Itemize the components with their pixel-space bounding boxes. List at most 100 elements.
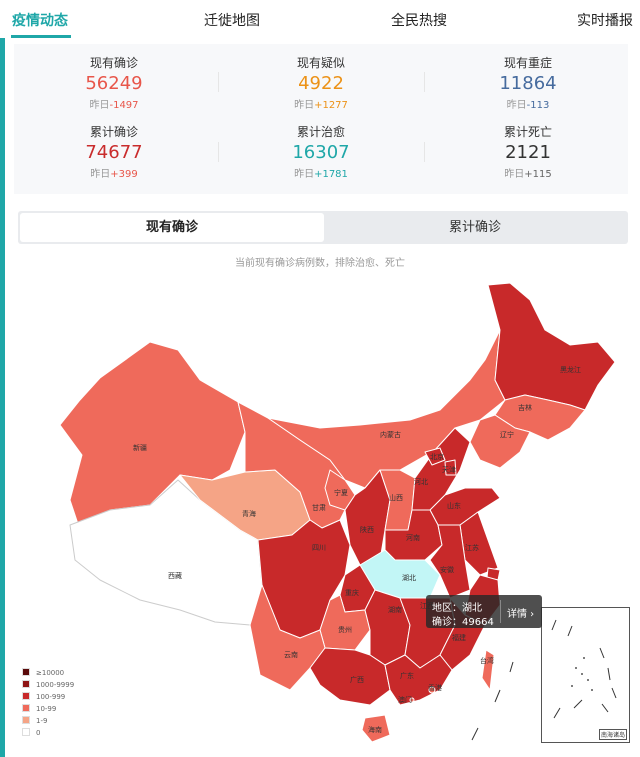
label-shandong: 山东 bbox=[447, 501, 461, 510]
tooltip-divider bbox=[500, 600, 501, 623]
stat-label: 现有重症 bbox=[503, 56, 552, 70]
label-guangxi: 广西 bbox=[350, 675, 364, 684]
stat-current-suspected: 现有疑似 4922 昨日+1277 bbox=[221, 54, 421, 111]
map-legend: ≥10000 1000-9999 100-999 10-99 1-9 0 bbox=[22, 668, 74, 740]
province-guangxi bbox=[309, 647, 391, 706]
label-fujian: 福建 bbox=[452, 633, 466, 642]
boundary-dash bbox=[494, 689, 501, 703]
label-anhui: 安徽 bbox=[440, 565, 454, 574]
stat-value: 2121 bbox=[505, 142, 551, 163]
legend-item[interactable]: 10-99 bbox=[22, 704, 74, 716]
top-nav: 疫情动态 迁徙地图 全民热搜 实时播报 bbox=[0, 0, 640, 38]
stat-delta: 昨日+1277 bbox=[294, 100, 348, 111]
stat-current-confirmed: 现有确诊 56249 昨日-1497 bbox=[14, 54, 214, 111]
stat-label: 累计确诊 bbox=[89, 125, 138, 139]
stats-panel: 现有确诊 56249 昨日-1497 现有疑似 4922 昨日+1277 现有重… bbox=[14, 44, 628, 194]
province-guangdong bbox=[384, 654, 453, 706]
map-tooltip: 地区：湖北 确诊：49664 详情 › bbox=[426, 595, 542, 628]
stat-delta: 昨日-113 bbox=[506, 100, 550, 111]
tooltip-count: 确诊：49664 bbox=[432, 617, 494, 628]
stat-total-cured: 累计治愈 16307 昨日+1781 bbox=[221, 123, 421, 180]
stat-label: 现有确诊 bbox=[89, 56, 138, 70]
tooltip-region: 地区：湖北 bbox=[432, 603, 482, 614]
inset-islands bbox=[551, 619, 617, 719]
tab-hot-search[interactable]: 全民热搜 bbox=[391, 13, 447, 29]
divider bbox=[218, 142, 219, 162]
legend-item[interactable]: 1000-9999 bbox=[22, 680, 74, 692]
south-china-sea-inset: 南海诸岛 bbox=[541, 607, 630, 743]
stat-value: 11864 bbox=[499, 73, 557, 94]
legend-swatch bbox=[22, 728, 30, 736]
boundary-dash bbox=[509, 661, 514, 673]
legend-item[interactable]: ≥10000 bbox=[22, 668, 74, 680]
stat-total-confirmed: 累计确诊 74677 昨日+399 bbox=[14, 123, 214, 180]
label-gansu: 甘肃 bbox=[312, 503, 326, 512]
label-jilin: 吉林 bbox=[518, 403, 532, 412]
stat-label: 现有疑似 bbox=[296, 56, 345, 70]
stat-label: 累计治愈 bbox=[296, 125, 345, 139]
label-jiangsu: 江苏 bbox=[465, 543, 479, 552]
label-qinghai: 青海 bbox=[242, 509, 256, 518]
label-beijing: 北京 bbox=[430, 452, 444, 461]
legend-item[interactable]: 1-9 bbox=[22, 716, 74, 728]
legend-swatch bbox=[22, 716, 30, 724]
tab-epidemic-news[interactable]: 疫情动态 bbox=[12, 13, 68, 29]
label-hongkong: 香港 bbox=[428, 683, 442, 692]
label-shaanxi: 陕西 bbox=[360, 525, 374, 534]
label-hubei: 湖北 bbox=[402, 573, 416, 582]
legend-swatch bbox=[22, 704, 30, 712]
label-taiwan: 台湾 bbox=[480, 656, 494, 665]
label-guizhou: 贵州 bbox=[338, 625, 352, 634]
legend-swatch bbox=[22, 680, 30, 688]
label-xizang: 西藏 bbox=[168, 571, 182, 580]
province-hongkong bbox=[428, 686, 436, 694]
stat-total-deaths: 累计死亡 2121 昨日+115 bbox=[428, 123, 628, 180]
province-hainan bbox=[361, 714, 391, 743]
tab-live-broadcast[interactable]: 实时播报 bbox=[577, 13, 633, 29]
current-confirmed-toggle[interactable]: 现有确诊 bbox=[20, 213, 324, 242]
divider bbox=[424, 72, 425, 92]
tab-migration-map[interactable]: 迁徙地图 bbox=[204, 13, 260, 29]
china-map[interactable]: 黑龙江 吉林 辽宁 内蒙古 新疆 西藏 青海 甘肃 宁夏 山西 陕西 北京 天津… bbox=[0, 270, 640, 757]
label-guangdong: 广东 bbox=[400, 671, 414, 680]
label-hebei: 河北 bbox=[414, 478, 428, 486]
label-chongqing: 重庆 bbox=[345, 588, 359, 597]
divider bbox=[424, 142, 425, 162]
legend-item[interactable]: 0 bbox=[22, 728, 74, 740]
stat-label: 累计死亡 bbox=[503, 125, 552, 139]
stat-value: 16307 bbox=[292, 142, 350, 163]
label-shanxi: 山西 bbox=[389, 493, 403, 502]
total-confirmed-toggle[interactable]: 累计确诊 bbox=[448, 220, 501, 235]
province-heilongjiang bbox=[487, 282, 616, 411]
label-ningxia: 宁夏 bbox=[334, 488, 348, 497]
stat-value: 56249 bbox=[85, 73, 143, 94]
label-hainan: 海南 bbox=[368, 725, 382, 734]
label-liaoning: 辽宁 bbox=[500, 430, 514, 439]
stat-delta: 昨日-1497 bbox=[89, 100, 139, 111]
label-macau: 澳门 bbox=[398, 695, 412, 704]
label-henan: 河南 bbox=[406, 533, 420, 542]
stat-value: 4922 bbox=[298, 73, 344, 94]
province-taiwan bbox=[481, 649, 495, 691]
province-beijing bbox=[424, 447, 446, 466]
divider bbox=[218, 72, 219, 92]
map-mode-switch: 现有确诊 累计确诊 bbox=[18, 211, 628, 244]
stat-value: 74677 bbox=[85, 142, 143, 163]
province-tianjin bbox=[444, 459, 457, 476]
accent-bar bbox=[0, 38, 5, 757]
province-liaoning bbox=[469, 414, 531, 469]
label-neimenggu: 内蒙古 bbox=[380, 430, 401, 439]
stat-delta: 昨日+399 bbox=[90, 169, 138, 180]
province-macau bbox=[409, 697, 415, 703]
label-heilongjiang: 黑龙江 bbox=[560, 365, 581, 374]
label-sichuan: 四川 bbox=[312, 544, 326, 552]
label-yunnan: 云南 bbox=[284, 650, 298, 659]
legend-item[interactable]: 100-999 bbox=[22, 692, 74, 704]
inset-label: 南海诸岛 bbox=[598, 729, 627, 740]
active-tab-underline bbox=[11, 35, 71, 38]
tooltip-details-link[interactable]: 详情 › bbox=[507, 609, 535, 620]
boundary-dash bbox=[471, 727, 479, 741]
map-subtitle: 当前现有确诊病例数，排除治愈、死亡 bbox=[235, 258, 405, 269]
stat-current-severe: 现有重症 11864 昨日-113 bbox=[428, 54, 628, 111]
label-tianjin: 天津 bbox=[442, 466, 456, 474]
